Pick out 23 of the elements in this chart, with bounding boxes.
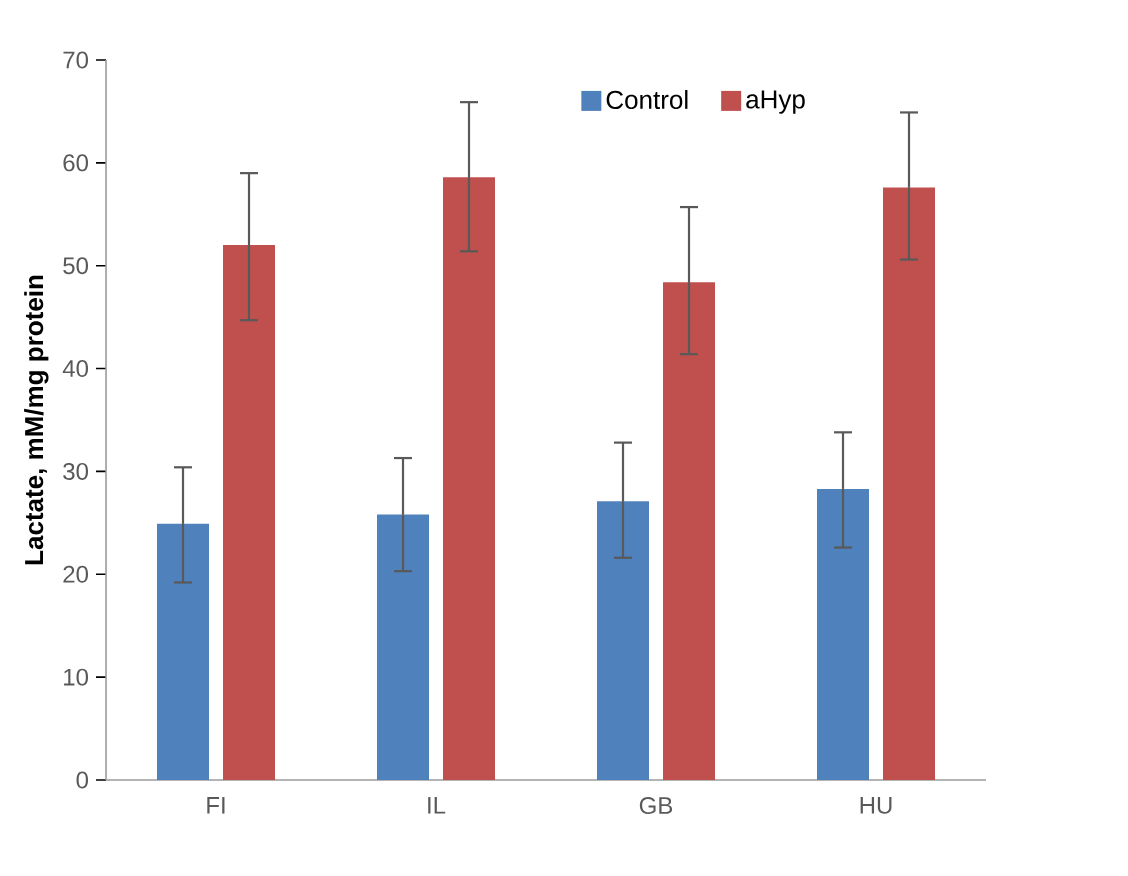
y-tick-label: 10 [64, 668, 89, 686]
y-tick-label: 60 [63, 154, 89, 172]
bar [597, 501, 649, 780]
y-tick-label: 40 [62, 360, 89, 378]
bar [377, 514, 430, 780]
y-tick-label: 70 [63, 51, 89, 69]
x-tick-label: IL [428, 797, 446, 814]
bar [443, 177, 496, 780]
y-tick-label: 30 [63, 462, 89, 480]
bar [157, 523, 210, 780]
y-tick-label: 0 [76, 771, 89, 789]
x-tick-label: HU [860, 797, 892, 814]
y-tick-label: 50 [63, 257, 89, 275]
legend-label: aHyp [746, 90, 805, 114]
bar [817, 488, 869, 780]
x-tick-label: GB [639, 797, 673, 815]
bar [223, 245, 276, 780]
legend-label: Control [606, 89, 688, 110]
bar [663, 282, 716, 780]
bar [883, 187, 936, 780]
x-tick-label: FI [207, 797, 225, 814]
y-axis-title: Lactate, mM/mg protein [24, 275, 49, 565]
y-tick-label: 20 [63, 565, 89, 583]
